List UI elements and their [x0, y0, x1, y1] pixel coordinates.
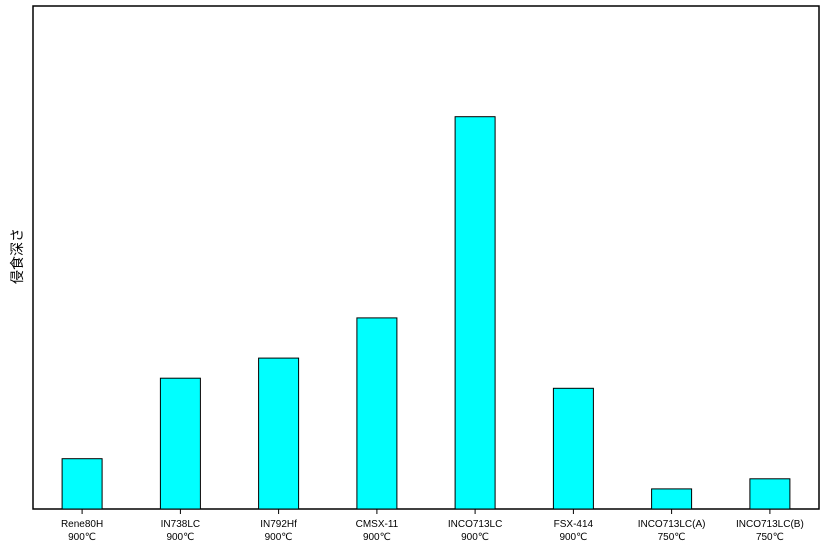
x-ticks-group — [81, 509, 771, 514]
x-tick-label-name: Rene80H — [61, 519, 103, 530]
x-tick-label-temp: 900℃ — [559, 532, 587, 543]
x-tick-label-name: INCO713LC — [448, 519, 502, 530]
x-tick-label-5: FSX-414 900℃ — [554, 519, 594, 543]
bar-0 — [61, 458, 103, 510]
x-tick-label-temp: 900℃ — [68, 532, 96, 543]
bars-group — [61, 116, 791, 510]
bar-1 — [159, 377, 201, 510]
x-tick-label-name: INCO713LC(B) — [736, 519, 804, 530]
x-tick-label-3: CMSX-11 900℃ — [356, 519, 399, 543]
x-tick-label-temp: 900℃ — [166, 532, 194, 543]
bar-7 — [749, 478, 791, 510]
bar-5 — [552, 387, 594, 510]
bar-4 — [454, 116, 496, 510]
x-tick-label-1: IN738LC 900℃ — [161, 519, 200, 543]
x-tick-label-0: Rene80H 900℃ — [61, 519, 103, 543]
x-tick-label-name: FSX-414 — [554, 519, 594, 530]
x-tick-label-temp: 750℃ — [756, 532, 784, 543]
x-tick-label-2: IN792Hf 900℃ — [260, 519, 297, 543]
x-tick-label-name: INCO713LC(A) — [638, 519, 706, 530]
y-axis-label: 侵食深さ — [9, 228, 26, 284]
x-tick-label-6: INCO713LC(A) 750℃ — [638, 519, 706, 543]
x-tick-label-4: INCO713LC 900℃ — [448, 519, 502, 543]
x-tick-label-name: IN792Hf — [260, 519, 297, 530]
plot-frame — [32, 5, 820, 510]
bar-6 — [651, 488, 693, 510]
bar-3 — [356, 317, 398, 510]
x-tick-label-temp: 900℃ — [265, 532, 293, 543]
x-tick-label-temp: 750℃ — [658, 532, 686, 543]
x-tick-label-name: CMSX-11 — [356, 519, 399, 530]
x-tick-label-7: INCO713LC(B) 750℃ — [736, 519, 804, 543]
x-tick-label-name: IN738LC — [161, 519, 200, 530]
x-tick-label-temp: 900℃ — [363, 532, 391, 543]
x-tick-label-temp: 900℃ — [461, 532, 489, 543]
bar-2 — [258, 357, 300, 510]
